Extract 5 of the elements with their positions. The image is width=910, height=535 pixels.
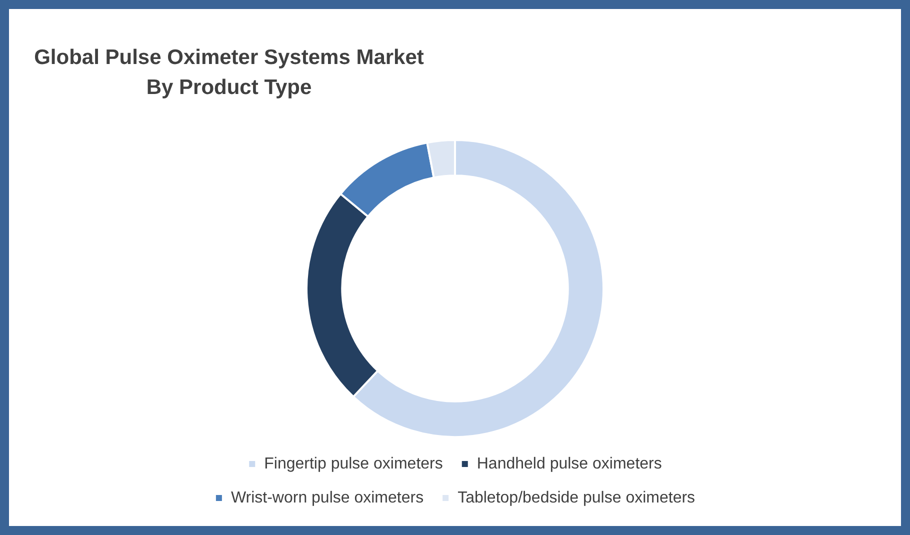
- legend-label: Fingertip pulse oximeters: [264, 455, 443, 472]
- legend-label: Handheld pulse oximeters: [476, 455, 662, 472]
- chart-title: Global Pulse Oximeter Systems Market By Product Type: [33, 45, 425, 101]
- legend-label: Wrist-worn pulse oximeters: [230, 489, 424, 506]
- legend-label: Tabletop/bedside pulse oximeters: [458, 489, 696, 506]
